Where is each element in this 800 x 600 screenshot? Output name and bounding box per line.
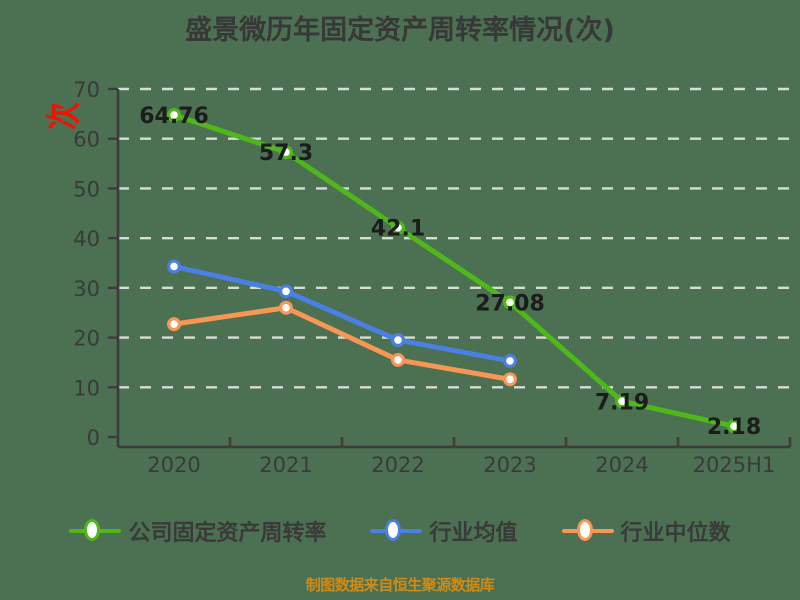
legend-point-swatch: [576, 519, 593, 541]
legend-item-2[interactable]: 行业均值: [370, 515, 518, 547]
legend-marker-icon: [69, 518, 122, 544]
data-label: 27.08: [475, 291, 545, 316]
data-point[interactable]: [503, 295, 518, 310]
legend-item-3[interactable]: 行业中位数: [561, 515, 731, 547]
series-2: [171, 263, 513, 364]
data-point[interactable]: [503, 353, 518, 368]
legend-marker-icon: [370, 518, 423, 544]
data-point[interactable]: [279, 300, 294, 315]
y-axis-tick-label: 50: [73, 177, 100, 201]
series-line: [171, 305, 513, 382]
x-axis: 2020 2021 2022 2023 2024 2025H1: [116, 437, 792, 477]
x-axis-tick-label: 2024: [595, 453, 648, 477]
data-label: 42.1: [371, 217, 425, 242]
legend-point-swatch: [385, 519, 402, 541]
x-axis-tick-label: 2022: [371, 453, 424, 477]
data-point[interactable]: [614, 394, 629, 409]
legend-label: 公司固定资产周转率: [128, 521, 327, 546]
data-label: 57.3: [259, 141, 313, 166]
y-axis-tick-label: 10: [73, 376, 100, 400]
data-point[interactable]: [391, 220, 406, 235]
series-1-data-labels: 64.76 57.3 42.1 27.08 7.19 2.18: [139, 104, 761, 440]
legend-label: 行业均值: [429, 521, 518, 546]
y-axis-tick-label: 20: [73, 327, 100, 351]
series-1: [171, 112, 737, 429]
series-3-markers: [167, 300, 518, 387]
data-label: 64.76: [139, 104, 209, 129]
data-point[interactable]: [167, 108, 182, 123]
data-point[interactable]: [279, 145, 294, 160]
data-point[interactable]: [726, 419, 741, 434]
y-axis-tick-label: 60: [73, 128, 100, 152]
y-axis-tick-label: 40: [73, 227, 100, 251]
data-point[interactable]: [503, 372, 518, 387]
chart-legend: 公司固定资产周转率 行业均值 行业中位数: [0, 515, 800, 547]
legend-item-1[interactable]: 公司固定资产周转率: [69, 515, 326, 547]
series-2-markers: [167, 259, 518, 368]
data-point[interactable]: [391, 352, 406, 367]
data-label: 2.18: [707, 415, 761, 440]
series-3: [171, 305, 513, 382]
y-axis-tick-label: 30: [73, 277, 100, 301]
x-axis-tick-label: 2025H1: [693, 453, 776, 477]
legend-label: 行业中位数: [620, 521, 731, 546]
data-point[interactable]: [167, 259, 182, 274]
data-point[interactable]: [391, 333, 406, 348]
x-axis-tick-label: 2020: [147, 453, 200, 477]
series-line: [171, 112, 737, 429]
x-axis-tick-label: 2023: [483, 453, 536, 477]
chart-title: 盛景微历年固定资产周转率情况(次): [185, 15, 615, 46]
legend-marker-icon: [561, 518, 614, 544]
series-1-markers: [167, 108, 741, 434]
legend-point-swatch: [84, 519, 101, 541]
data-point[interactable]: [279, 284, 294, 299]
gridlines: 0 10 20 30 40 50 60 70: [73, 78, 790, 450]
data-point[interactable]: [167, 317, 182, 332]
x-axis-tick-label: 2021: [259, 453, 312, 477]
plot-area: 0 10 20 30 40 50 60 70 64.76 57.3 42.1 27.08 7.19 2.1…: [73, 78, 792, 477]
source-note: 制图数据来自恒生聚源数据库: [305, 576, 495, 594]
y-axis-tick-label: 70: [73, 78, 100, 102]
y-axis-tick-label: 0: [87, 426, 100, 450]
data-label: 7.19: [595, 390, 649, 415]
series-line: [171, 263, 513, 364]
